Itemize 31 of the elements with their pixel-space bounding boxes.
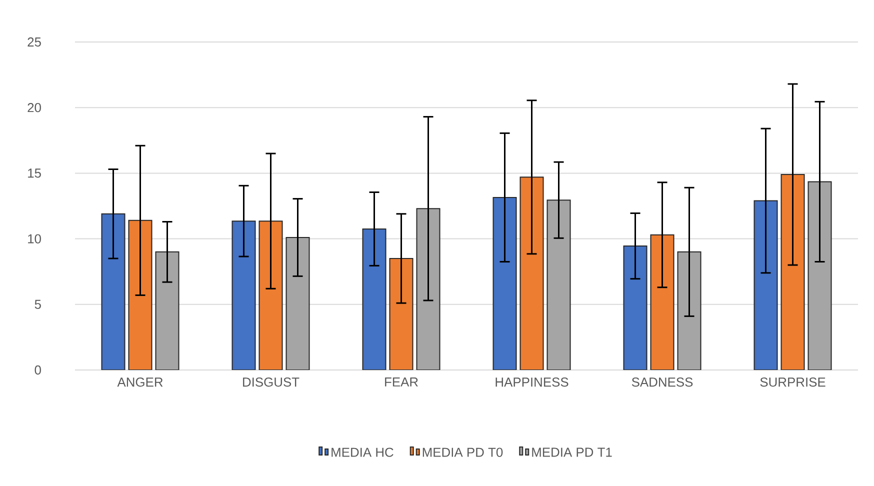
bar	[808, 181, 832, 370]
x-tick-label: DISGUST	[243, 378, 300, 387]
bar	[362, 228, 386, 370]
y-tick-label: 15	[28, 168, 41, 178]
bar	[492, 196, 517, 370]
legend-label: MEDIA PD T0	[422, 448, 503, 457]
bar	[128, 220, 152, 370]
legend-label: MEDIA PD T1	[532, 448, 612, 457]
bar	[155, 251, 180, 370]
x-tick-label: ANGER	[117, 378, 163, 387]
bar	[546, 200, 571, 370]
bar	[232, 220, 256, 370]
y-tick-label: 25	[28, 37, 41, 47]
legend-label: MEDIA HC	[332, 448, 394, 457]
bar	[286, 236, 310, 370]
y-tick-label: 0	[34, 365, 41, 375]
bar	[623, 246, 648, 370]
bar	[389, 258, 414, 370]
bar	[650, 234, 674, 370]
bar	[520, 176, 544, 370]
y-tick-label: 5	[34, 300, 41, 309]
y-tick-label: 10	[28, 234, 41, 244]
y-tick-label: 20	[28, 103, 41, 112]
x-tick-label: SADNESS	[632, 378, 693, 387]
bar	[754, 200, 778, 370]
bar	[258, 220, 283, 370]
x-tick-label: FEAR	[385, 378, 418, 386]
bar	[101, 213, 126, 370]
bar	[780, 174, 805, 370]
x-tick-label: SURPRISE	[760, 378, 826, 387]
x-tick-label: HAPPINESS	[496, 378, 568, 387]
